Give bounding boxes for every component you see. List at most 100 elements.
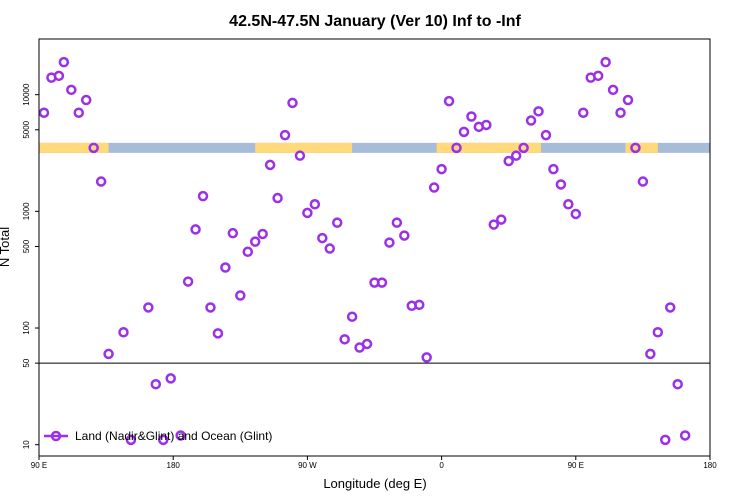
y-tick-label: 100 (22, 321, 31, 335)
data-points (38, 56, 691, 446)
data-point (361, 338, 373, 350)
data-point (637, 176, 649, 187)
data-point (645, 348, 656, 360)
data-point (384, 237, 395, 248)
data-point (165, 373, 176, 384)
y-axis-label: N Total (0, 227, 12, 267)
data-point (220, 262, 231, 273)
data-point (664, 302, 676, 313)
data-point (317, 232, 328, 244)
y-axis-ticks: 10 50 100 500 1000 5000 10000 (22, 83, 39, 449)
data-point (428, 182, 440, 193)
data-point (458, 126, 470, 138)
data-point (525, 115, 537, 126)
y-tick-label: 10000 (22, 83, 31, 106)
data-point (376, 277, 388, 288)
data-point (53, 70, 65, 82)
data-point (436, 163, 447, 175)
y-tick-label: 1000 (22, 202, 31, 220)
data-point (488, 219, 500, 230)
data-point (324, 243, 336, 254)
data-point (578, 107, 589, 118)
data-point (309, 199, 321, 210)
land-segment (39, 142, 109, 153)
data-point (103, 348, 114, 360)
data-point (118, 326, 129, 338)
data-point (66, 84, 77, 96)
data-point (38, 107, 50, 118)
data-point (399, 230, 410, 241)
x-axis-label: Longitude (deg E) (323, 476, 426, 491)
data-point (88, 142, 99, 154)
data-point (125, 434, 137, 446)
legend: Land (Nadir&Glint) and Ocean (Glint) (44, 429, 272, 443)
data-point (272, 192, 283, 204)
data-point (279, 129, 291, 141)
data-point (563, 199, 574, 210)
data-point (510, 150, 522, 161)
data-point (533, 106, 544, 117)
data-point (143, 302, 154, 313)
data-point (339, 334, 350, 345)
data-point (592, 70, 604, 82)
x-tick-label: 90 W (298, 461, 317, 470)
data-point (443, 95, 455, 107)
data-point (235, 290, 246, 301)
data-point (158, 434, 169, 446)
x-tick-label: 180 (167, 461, 181, 470)
data-point (518, 142, 529, 154)
data-point (205, 302, 216, 313)
land-segment (255, 142, 353, 153)
data-point (287, 97, 298, 109)
chart-title: 42.5N-47.5N January (Ver 10) Inf to -Inf (229, 13, 521, 30)
data-point (622, 94, 634, 106)
data-point (175, 430, 186, 441)
data-point (548, 163, 559, 175)
x-tick-label: 0 (439, 461, 444, 470)
x-tick-label: 180 (703, 461, 717, 470)
data-point (80, 94, 92, 106)
data-point (495, 214, 507, 225)
data-point (346, 311, 358, 322)
data-point (672, 378, 683, 390)
data-point (503, 155, 514, 167)
data-point (607, 84, 619, 96)
x-tick-label: 90 E (568, 461, 584, 470)
data-point (679, 430, 691, 441)
data-point (302, 207, 313, 219)
y-tick-label: 5000 (22, 120, 31, 138)
data-point (73, 107, 85, 118)
data-point (190, 224, 201, 235)
data-point (652, 326, 664, 338)
land-segment (436, 142, 542, 153)
data-point (413, 299, 425, 311)
data-point (466, 111, 477, 122)
data-point (95, 176, 107, 187)
data-point (182, 276, 194, 287)
land-segment (625, 142, 658, 153)
data-point (630, 142, 641, 154)
data-point (570, 208, 582, 220)
data-point (481, 119, 492, 131)
x-axis-ticks: 90 E 180 90 W 0 90 E 180 (31, 456, 717, 470)
land-ocean-strip (39, 142, 710, 153)
data-point (227, 227, 239, 239)
data-point (421, 352, 432, 363)
data-point (197, 190, 209, 202)
data-point (58, 56, 70, 68)
data-point (600, 56, 611, 68)
data-point (615, 107, 626, 118)
data-point (257, 228, 268, 240)
plot-frame (38, 38, 711, 457)
data-point (264, 159, 276, 171)
legend-marker-swatch (50, 430, 62, 442)
y-tick-label: 500 (22, 239, 31, 253)
data-point (249, 236, 261, 247)
data-point (242, 246, 254, 258)
data-point (294, 150, 306, 161)
y-tick-label: 50 (22, 358, 31, 367)
data-point (331, 217, 343, 228)
y-tick-label: 10 (22, 440, 31, 449)
data-point (660, 434, 671, 446)
